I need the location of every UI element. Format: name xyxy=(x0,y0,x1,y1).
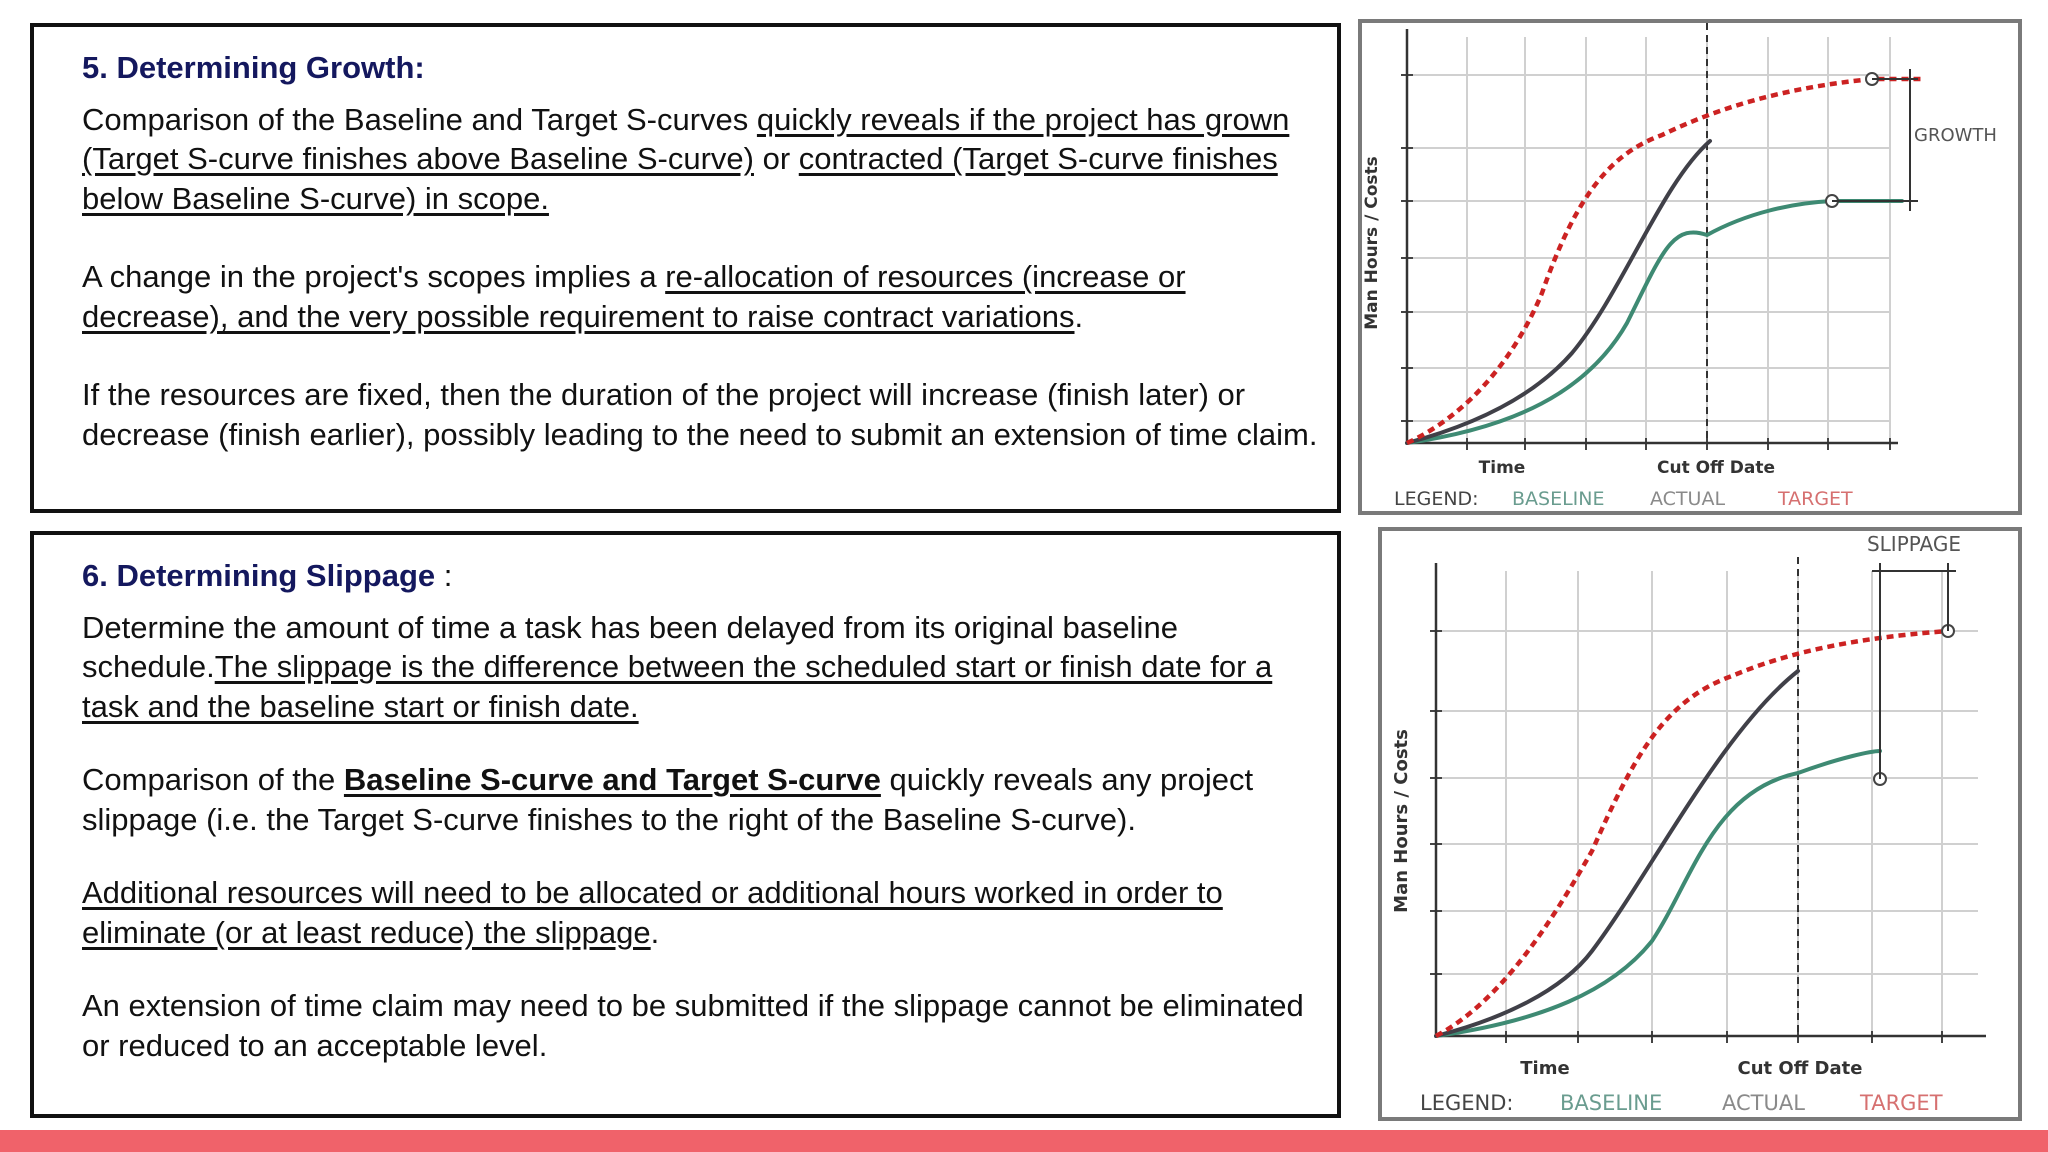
growth-p2-underline-1: re-allocation of resources (increase or … xyxy=(82,259,1186,334)
slippage-paragraph-2: Comparison of the Baseline S-curve and T… xyxy=(82,760,1319,839)
legend-title: LEGEND: xyxy=(1394,488,1479,510)
baseline-curve xyxy=(1405,199,1904,445)
slippage-paragraph-3: Additional resources will need to be all… xyxy=(82,873,1319,952)
growth-title: 5. Determining Growth: xyxy=(82,50,425,85)
target-curve xyxy=(1406,76,1922,446)
annotation-label: SLIPPAGE xyxy=(1867,532,1961,556)
growth-p2-text-2: . xyxy=(1074,298,1084,334)
growth-p1-underline-2: contracted (Target S-curve finishes belo… xyxy=(82,141,1278,216)
growth-section: 5. Determining Growth: Comparison of the… xyxy=(30,23,1341,513)
growth-chart-frame: Man Hours / Costs Time Cut Off Date GROWTH L… xyxy=(1358,19,2022,515)
slippage-title-suffix: : xyxy=(435,558,453,593)
actual-curve xyxy=(1405,139,1712,445)
growth-paragraph-2: A change in the project's scopes implies… xyxy=(82,257,1319,336)
baseline-curve xyxy=(1434,749,1882,1038)
growth-p2-text-1: A change in the project's scopes implies… xyxy=(82,259,666,295)
growth-chart: Man Hours / Costs Time Cut Off Date GROWTH L… xyxy=(1362,23,1997,510)
slippage-p2-text-2: quickly reveals any project slippage (i.… xyxy=(82,762,1254,837)
growth-paragraph-1: Comparison of the Baseline and Target S-… xyxy=(82,100,1319,219)
slippage-p1-text-1: Determine the amount of time a task has … xyxy=(82,609,1178,685)
legend-baseline: BASELINE xyxy=(1512,488,1605,510)
legend-title: LEGEND: xyxy=(1420,1091,1513,1115)
target-curve xyxy=(1434,628,1949,1038)
legend-baseline: BASELINE xyxy=(1560,1091,1662,1115)
actual-curve xyxy=(1434,669,1800,1038)
growth-paragraph-3: If the resources are fixed, then the dur… xyxy=(82,377,1318,452)
slippage-p1-underline-1: The slippage is the difference between t… xyxy=(82,649,1273,724)
x-axis-label: Time xyxy=(1520,1058,1569,1079)
y-axis-label: Man Hours / Costs xyxy=(1362,156,1382,330)
cut-off-date-label: Cut Off Date xyxy=(1738,1058,1863,1079)
legend-actual: ACTUAL xyxy=(1650,488,1725,510)
growth-p1-text-2: or xyxy=(753,141,799,177)
cut-off-date-label: Cut Off Date xyxy=(1657,458,1775,478)
slippage-paragraph-1: Determine the amount of time a task has … xyxy=(82,608,1319,727)
x-axis-label: Time xyxy=(1479,458,1526,478)
slippage-p2-text-1: Comparison of the xyxy=(82,762,344,798)
legend-target: TARGET xyxy=(1777,488,1853,510)
legend-target: TARGET xyxy=(1859,1091,1943,1115)
slippage-title-text: 6. Determining Slippage xyxy=(82,558,436,593)
slippage-title: 6. Determining Slippage : xyxy=(82,557,1319,596)
slippage-p3-underline-1: Additional resources will need to be all… xyxy=(82,875,1223,950)
slippage-p3-text-1: . xyxy=(650,914,660,950)
y-axis-label: Man Hours / Costs xyxy=(1391,729,1412,913)
slippage-paragraph-4: An extension of time claim may need to b… xyxy=(82,988,1304,1063)
footer-accent-bar xyxy=(0,1130,2048,1152)
slippage-section: 6. Determining Slippage : Determine the … xyxy=(30,531,1341,1118)
growth-p1-text-1: Comparison of the Baseline and Target S-… xyxy=(82,101,757,137)
annotation-label: GROWTH xyxy=(1914,125,1997,146)
legend-actual: ACTUAL xyxy=(1722,1091,1805,1115)
slippage-p2-bold: Baseline S-curve and Target S-curve xyxy=(343,762,881,798)
slippage-chart: Man Hours / Costs Time Cut Off Date SLIPPAG… xyxy=(1391,532,1986,1115)
slippage-chart-frame: Man Hours / Costs Time Cut Off Date SLIPPAG… xyxy=(1378,527,2022,1121)
growth-p1-underline-1: quickly reveals if the project has grown… xyxy=(82,101,1290,177)
